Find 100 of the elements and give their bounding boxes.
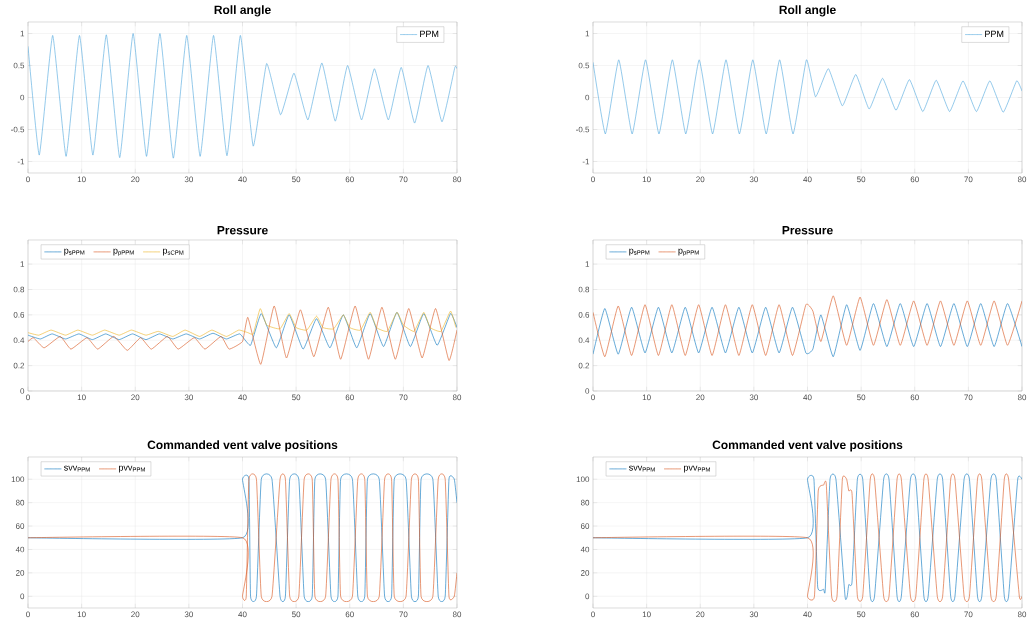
legend-label: p$_{sPPM}$ xyxy=(629,248,650,256)
y-tick-label: -1 xyxy=(17,158,25,165)
y-tick-label: 20 xyxy=(580,570,590,576)
legend-label: pvv$_{PPM}$ xyxy=(119,465,145,473)
y-tick-label: 0.5 xyxy=(13,62,25,69)
x-tick-label: 50 xyxy=(856,611,866,618)
legend-label: svv$_{PPM}$ xyxy=(64,465,90,472)
y-tick-label: 1 xyxy=(585,30,590,37)
y-tick-label: 0.4 xyxy=(13,337,25,344)
x-tick-label: 10 xyxy=(77,176,86,183)
x-tick-label: 0 xyxy=(591,611,595,618)
x-tick-label: 20 xyxy=(131,611,140,618)
legend-label: p$_{sPPM}$ xyxy=(64,248,85,256)
x-tick-label: 30 xyxy=(184,394,194,401)
line-series xyxy=(28,308,457,337)
y-tick-label: 0 xyxy=(585,388,590,394)
legend-label: PPM xyxy=(420,30,439,37)
x-tick-label: 0 xyxy=(591,394,595,401)
legend-label: PPM xyxy=(985,30,1004,37)
x-tick-label: 20 xyxy=(696,394,705,401)
x-tick-label: 80 xyxy=(452,394,462,401)
x-tick-label: 40 xyxy=(803,394,812,401)
y-tick-label: 60 xyxy=(580,523,590,529)
y-tick-label: 0 xyxy=(585,593,590,600)
x-tick-label: 70 xyxy=(399,176,408,183)
y-tick-label: 0.8 xyxy=(578,286,590,293)
x-tick-label: 50 xyxy=(291,611,301,618)
x-tick-label: 60 xyxy=(910,176,919,183)
legend-label: svv$_{PPM}$ xyxy=(629,465,655,472)
y-tick-label: 0 xyxy=(20,388,25,394)
chart-title: Commanded vent valve positions xyxy=(712,440,903,452)
x-tick-label: 40 xyxy=(803,611,812,618)
legend-label: p$_{pPPM}$ xyxy=(113,248,134,256)
x-tick-label: 0 xyxy=(26,611,30,618)
y-tick-label: 1 xyxy=(20,261,25,267)
y-tick-label: 80 xyxy=(580,499,590,506)
x-tick-label: 50 xyxy=(291,176,301,183)
y-tick-label: 100 xyxy=(11,476,25,483)
x-tick-label: 20 xyxy=(131,394,140,401)
y-tick-label: 0.4 xyxy=(578,337,590,344)
x-tick-label: 30 xyxy=(184,611,194,618)
x-tick-label: 50 xyxy=(291,394,301,401)
y-tick-label: 40 xyxy=(15,546,25,553)
y-tick-label: 0 xyxy=(20,94,25,101)
chart-title: Pressure xyxy=(782,226,833,235)
x-tick-label: 40 xyxy=(238,176,247,183)
legend-label: p$_{sCPM}$ xyxy=(163,248,184,256)
y-tick-label: -1 xyxy=(582,158,590,165)
x-tick-label: 60 xyxy=(345,394,354,401)
line-series xyxy=(593,59,1022,135)
x-tick-label: 30 xyxy=(184,176,194,183)
x-tick-label: 70 xyxy=(964,394,973,401)
y-tick-label: 80 xyxy=(15,499,25,506)
y-tick-label: 0 xyxy=(20,593,25,600)
x-tick-label: 80 xyxy=(1017,611,1027,618)
y-tick-label: 60 xyxy=(15,523,25,529)
chart-title: Roll angle xyxy=(214,5,271,17)
x-tick-label: 0 xyxy=(26,394,30,401)
x-tick-label: 80 xyxy=(452,611,462,618)
x-tick-label: 40 xyxy=(803,176,812,183)
x-tick-label: 20 xyxy=(696,176,705,183)
x-tick-label: 80 xyxy=(1017,394,1027,401)
chart-title: Pressure xyxy=(217,226,268,235)
x-tick-label: 40 xyxy=(238,394,247,401)
x-tick-label: 60 xyxy=(910,394,919,401)
x-tick-label: 60 xyxy=(910,611,919,618)
x-tick-label: 20 xyxy=(696,611,705,618)
y-tick-label: 0.2 xyxy=(13,362,25,369)
y-tick-label: 0 xyxy=(585,94,590,101)
x-tick-label: 30 xyxy=(749,176,759,183)
x-tick-label: 10 xyxy=(642,394,651,401)
y-tick-label: 0.5 xyxy=(578,62,590,69)
y-tick-label: 0.2 xyxy=(578,362,590,369)
y-tick-label: 40 xyxy=(580,546,590,553)
x-tick-label: 30 xyxy=(749,394,759,401)
line-series xyxy=(28,305,457,365)
x-tick-label: 70 xyxy=(399,394,408,401)
x-tick-label: 30 xyxy=(749,611,759,618)
x-tick-label: 70 xyxy=(964,611,973,618)
y-tick-label: -0.5 xyxy=(11,126,25,133)
chart-title: Roll angle xyxy=(779,5,836,17)
y-tick-label: 20 xyxy=(15,570,25,576)
y-tick-label: 0.8 xyxy=(13,286,25,293)
y-tick-label: 1 xyxy=(585,261,590,267)
y-tick-label: 1 xyxy=(20,30,25,37)
y-tick-label: 0.6 xyxy=(578,312,590,318)
x-tick-label: 70 xyxy=(964,176,973,183)
y-tick-label: 100 xyxy=(576,476,590,483)
x-tick-label: 80 xyxy=(452,176,462,183)
x-tick-label: 10 xyxy=(642,176,651,183)
x-tick-label: 10 xyxy=(642,611,651,618)
x-tick-label: 50 xyxy=(856,394,866,401)
x-tick-label: 0 xyxy=(26,176,30,183)
x-tick-label: 0 xyxy=(591,176,595,183)
x-tick-label: 10 xyxy=(77,611,86,618)
x-tick-label: 20 xyxy=(131,176,140,183)
y-tick-label: 0.6 xyxy=(13,312,25,318)
line-series xyxy=(28,312,457,350)
x-tick-label: 10 xyxy=(77,394,86,401)
x-tick-label: 60 xyxy=(345,176,354,183)
